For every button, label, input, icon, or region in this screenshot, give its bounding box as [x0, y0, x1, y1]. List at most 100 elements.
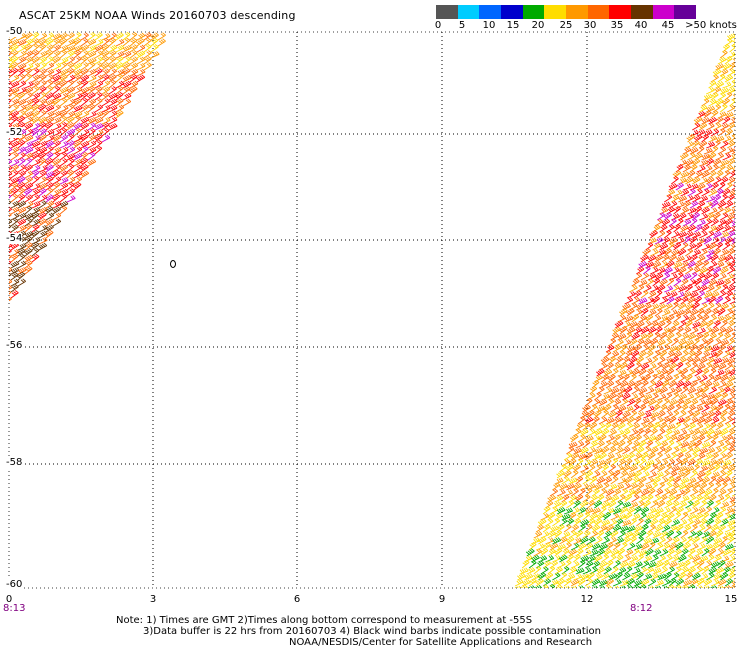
wind-barb: [636, 536, 644, 545]
wind-barb: [101, 122, 110, 131]
wind-barb: [622, 501, 632, 509]
wind-barb: [661, 488, 671, 497]
wind-barb: [16, 181, 26, 191]
wind-barb: [94, 98, 103, 107]
wind-barb: [708, 475, 717, 485]
wind-barb: [699, 177, 709, 185]
wind-barb: [717, 524, 726, 533]
wind-barb: [514, 578, 524, 587]
wind-barb: [570, 585, 578, 588]
wind-barb: [66, 92, 76, 101]
wind-barb: [717, 470, 727, 479]
wind-barb: [652, 224, 661, 233]
wind-barb: [66, 128, 76, 137]
wind-barb: [594, 464, 603, 473]
wind-barb: [87, 140, 97, 149]
wind-barb: [87, 111, 97, 119]
wind-barb: [652, 242, 661, 251]
wind-barb: [603, 368, 613, 377]
wind-barb: [724, 200, 734, 209]
wind-barb: [598, 488, 607, 497]
wind-barb: [652, 387, 662, 395]
wind-barb: [631, 513, 641, 521]
wind-barb: [16, 271, 26, 281]
wind-barb: [38, 200, 47, 209]
wind-barb: [701, 278, 711, 287]
wind-barb: [9, 242, 13, 248]
wind-barb: [727, 519, 735, 527]
wind-barb: [712, 392, 722, 401]
wind-barb: [622, 519, 632, 527]
wind-barb: [666, 387, 676, 395]
wind-barb: [614, 585, 620, 588]
wind-barb: [30, 103, 40, 113]
wind-barb: [610, 457, 619, 467]
wind-barb: [645, 368, 655, 377]
wind-barb: [108, 74, 117, 83]
wind-barb: [731, 183, 735, 191]
wind-barb: [10, 80, 20, 89]
wind-barb: [108, 44, 118, 53]
wind-barb: [94, 129, 104, 137]
wind-barb: [654, 471, 664, 479]
wind-barb: [657, 303, 666, 311]
wind-barb: [715, 441, 725, 449]
wind-barb: [715, 494, 725, 503]
wind-barb: [38, 116, 47, 125]
wind-barb: [589, 385, 598, 395]
pass-time-label: 8:12: [630, 603, 653, 614]
wind-barb: [699, 500, 708, 509]
wind-barb: [671, 536, 680, 545]
wind-barb: [614, 320, 624, 329]
wind-barb: [24, 32, 33, 41]
wind-barb: [617, 458, 627, 467]
wind-barb: [661, 524, 671, 533]
wind-barb: [665, 314, 675, 323]
wind-barb: [598, 416, 608, 425]
wind-barb: [51, 97, 61, 107]
wind-barb: [601, 374, 610, 383]
wind-barb: [605, 559, 614, 569]
wind-barb: [703, 218, 713, 227]
wind-barb: [691, 500, 700, 509]
wind-barb: [591, 398, 601, 407]
wind-barb: [631, 441, 641, 449]
wind-barb: [666, 458, 676, 467]
wind-barb: [675, 471, 685, 479]
wind-barb: [582, 494, 591, 503]
wind-barb: [121, 62, 131, 71]
wind-barb: [727, 483, 735, 491]
colorbar-swatch: [652, 5, 675, 19]
wind-barb: [87, 116, 97, 125]
wind-barb: [45, 140, 54, 149]
wind-barb: [710, 237, 720, 245]
wind-barb: [31, 92, 41, 101]
wind-barb: [659, 386, 668, 395]
wind-barb: [24, 50, 34, 59]
wind-barb: [589, 458, 599, 467]
wind-barb: [727, 320, 735, 329]
wind-barb: [710, 109, 719, 119]
wind-barb: [713, 357, 723, 365]
wind-barb: [703, 327, 713, 335]
wind-barb: [615, 429, 625, 437]
wind-barb: [714, 296, 724, 305]
wind-barb: [647, 309, 657, 317]
wind-barb: [31, 86, 40, 95]
wind-barb: [52, 38, 61, 47]
wind-barb: [601, 519, 611, 527]
wind-barb: [17, 218, 27, 227]
wind-barb: [122, 44, 132, 53]
wind-barb: [623, 493, 633, 503]
wind-barb: [598, 524, 608, 533]
wind-barb: [668, 488, 678, 497]
wind-barb: [17, 187, 26, 197]
wind-barb: [589, 512, 599, 521]
wind-barb: [591, 470, 601, 479]
wind-barb: [10, 272, 19, 281]
wind-barb: [721, 476, 731, 485]
wind-barb: [531, 573, 541, 581]
wind-barb: [10, 193, 19, 203]
wind-barb: [573, 428, 582, 437]
wind-barb: [675, 578, 684, 587]
